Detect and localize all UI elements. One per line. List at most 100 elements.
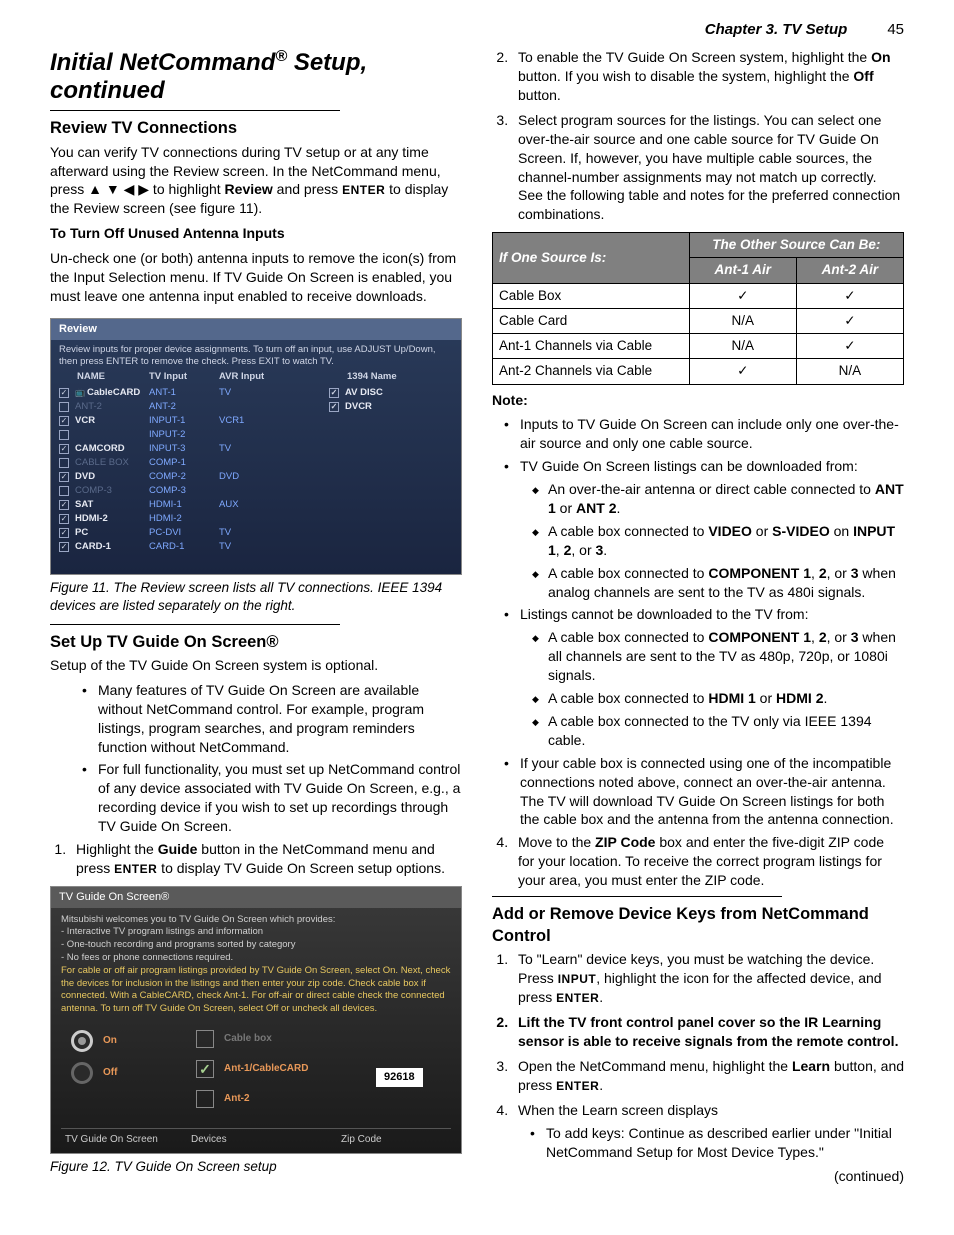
check-cablebox-label: Cable box — [224, 1032, 272, 1046]
col-avrinput: AVR Input — [219, 371, 289, 384]
left-column: Initial NetCommand® Setup, continued Rev… — [50, 48, 462, 1186]
add-step-4a: To add keys: Continue as described earli… — [518, 1124, 904, 1162]
para-review: You can verify TV connections during TV … — [50, 143, 462, 219]
tvguide-line4: - No fees or phone connections required. — [61, 952, 451, 965]
source-row: Ant-1 Channels via CableN/A✓ — [493, 334, 904, 359]
review-row: CABLE BOXCOMP-1 — [59, 456, 319, 470]
review-titlebar: Review — [51, 319, 461, 340]
source-row: Cable Box✓✓ — [493, 283, 904, 308]
tvguide-zip-col: 92618 — [376, 1030, 423, 1087]
tvguide-check-group: Cable box ✓ Ant-1/CableCARD Ant-2 — [196, 1030, 356, 1120]
note-3b: A cable box connected to HDMI 1 or HDMI … — [520, 689, 904, 708]
radio-on[interactable] — [71, 1030, 93, 1052]
review-row: DVDCOMP-2DVD — [59, 470, 319, 484]
review-checkbox[interactable] — [59, 444, 69, 454]
check-ant2-label: Ant-2 — [224, 1092, 250, 1106]
tvguide-line2: - Interactive TV program listings and in… — [61, 926, 451, 939]
tvguide-titlebar: TV Guide On Screen® — [51, 887, 461, 908]
chapter-label: Chapter 3. TV Setup — [705, 20, 848, 40]
heading-add-remove: Add or Remove Device Keys from NetComman… — [492, 903, 904, 948]
add-step-4: When the Learn screen displays To add ke… — [512, 1101, 904, 1162]
tvguide-footer-3: Zip Code — [341, 1133, 451, 1147]
setup-step-3: Select program sources for the listings.… — [512, 111, 904, 224]
setup-step-4: Move to the ZIP Code box and enter the f… — [512, 833, 904, 890]
note-2c: A cable box connected to COMPONENT 1, 2,… — [520, 564, 904, 602]
review-checkbox[interactable] — [59, 542, 69, 552]
tvguide-footer-2: Devices — [191, 1133, 341, 1147]
heading-turnoff: To Turn Off Unused Antenna Inputs — [50, 224, 462, 243]
page-title: Initial NetCommand® Setup, continued — [50, 48, 462, 104]
tvguide-line1: Mitsubishi welcomes you to TV Guide On S… — [61, 914, 451, 927]
note-3c: A cable box connected to the TV only via… — [520, 712, 904, 750]
review-row: HDMI-2HDMI-2 — [59, 512, 319, 526]
setup-bullet-1: Many features of TV Guide On Screen are … — [70, 681, 462, 757]
review-row: COMP-3COMP-3 — [59, 484, 319, 498]
review-checkbox[interactable] — [59, 528, 69, 538]
note-4: If your cable box is connected using one… — [492, 754, 904, 830]
review-checkbox[interactable] — [59, 500, 69, 510]
page-header: Chapter 3. TV Setup 45 — [50, 20, 904, 40]
check-ant1[interactable]: ✓ — [196, 1060, 214, 1078]
col-name: NAME — [59, 371, 149, 384]
note-2: TV Guide On Screen listings can be downl… — [492, 457, 904, 601]
note-3a: A cable box connected to COMPONENT 1, 2,… — [520, 628, 904, 685]
continued-label: (continued) — [492, 1167, 904, 1186]
review-checkbox[interactable] — [59, 472, 69, 482]
review-row: PCPC-DVITV — [59, 526, 319, 540]
review-row: 📺CableCARDANT-1TV — [59, 386, 319, 400]
setup-step-2: To enable the TV Guide On Screen system,… — [512, 48, 904, 105]
radio-off[interactable] — [71, 1062, 93, 1084]
review-description: Review inputs for proper device assignme… — [59, 344, 453, 368]
col-1394: 1394 Name — [329, 371, 453, 384]
review-row: VCRINPUT-1VCR1 — [59, 414, 319, 428]
add-step-3: Open the NetCommand menu, highlight the … — [512, 1057, 904, 1095]
th-other-source: The Other Source Can Be: — [689, 233, 903, 258]
add-step-1: To "Learn" device keys, you must be watc… — [512, 950, 904, 1007]
th-if-source: If One Source Is: — [493, 233, 690, 283]
review-checkbox[interactable] — [59, 402, 69, 412]
note-2a: An over-the-air antenna or direct cable … — [520, 480, 904, 518]
note-3: Listings cannot be downloaded to the TV … — [492, 605, 904, 749]
review-row: CARD-1CARD-1TV — [59, 540, 319, 554]
review-row: INPUT-2 — [59, 428, 319, 442]
review-row: CAMCORDINPUT-3TV — [59, 442, 319, 456]
zip-input[interactable]: 92618 — [376, 1068, 423, 1087]
para-turnoff: Un-check one (or both) antenna inputs to… — [50, 249, 462, 306]
page-number: 45 — [887, 20, 904, 40]
review-checkbox[interactable] — [59, 416, 69, 426]
review-row: SATHDMI-1AUX — [59, 498, 319, 512]
figure-11-caption: Figure 11. The Review screen lists all T… — [50, 579, 462, 615]
source-row: Cable CardN/A✓ — [493, 308, 904, 333]
review-checkbox[interactable] — [59, 430, 69, 440]
radio-on-label: On — [103, 1034, 117, 1048]
row-1394: AV DISC — [329, 386, 453, 400]
review-row: ANT-2ANT-2 — [59, 400, 319, 414]
th-ant1: Ant-1 Air — [689, 258, 796, 283]
check-ant2[interactable] — [196, 1090, 214, 1108]
para-setup1: Setup of the TV Guide On Screen system i… — [50, 656, 462, 675]
add-step-2: Lift the TV front control panel cover so… — [512, 1013, 904, 1051]
th-ant2: Ant-2 Air — [796, 258, 903, 283]
review-checkbox[interactable] — [59, 388, 69, 398]
figure-11-review-screen: Review Review inputs for proper device a… — [50, 318, 462, 575]
review-checkbox[interactable] — [59, 514, 69, 524]
row-1394: DVCR — [329, 400, 453, 414]
radio-off-label: Off — [103, 1066, 117, 1080]
source-row: Ant-2 Channels via Cable✓N/A — [493, 359, 904, 384]
review-checkbox[interactable] — [59, 458, 69, 468]
note-1: Inputs to TV Guide On Screen can include… — [492, 415, 904, 453]
check-1394[interactable] — [329, 402, 339, 412]
heading-setup-tvguide: Set Up TV Guide On Screen® — [50, 631, 462, 653]
figure-12-tvguide-screen: TV Guide On Screen® Mitsubishi welcomes … — [50, 886, 462, 1154]
setup-bullet-2: For full functionality, you must set up … — [70, 760, 462, 836]
check-ant1-label: Ant-1/CableCARD — [224, 1062, 308, 1076]
note-heading: Note: — [492, 391, 904, 410]
setup-step-1: Highlight the Guide button in the NetCom… — [70, 840, 462, 878]
check-cablebox[interactable] — [196, 1030, 214, 1048]
col-tvinput: TV Input — [149, 371, 219, 384]
review-checkbox[interactable] — [59, 486, 69, 496]
check-1394[interactable] — [329, 388, 339, 398]
heading-review: Review TV Connections — [50, 117, 462, 139]
tvguide-yellow: For cable or off air program listings pr… — [61, 965, 451, 1016]
tvguide-radio-group: On Off — [61, 1030, 176, 1094]
